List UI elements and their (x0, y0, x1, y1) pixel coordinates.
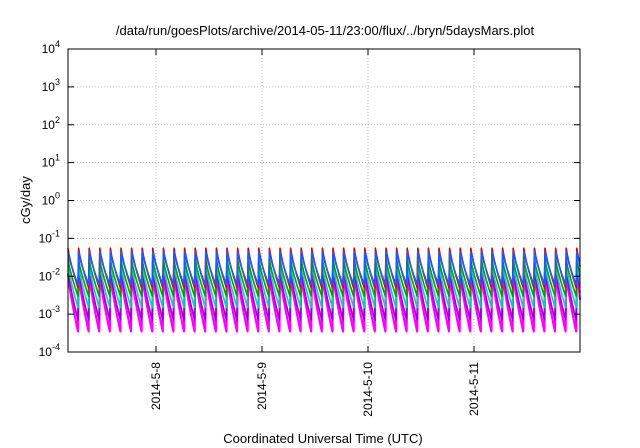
y-tick-base: 10 (42, 80, 56, 94)
y-tick-base: 10 (42, 42, 56, 56)
y-tick-label: 100 (42, 191, 60, 208)
x-tick-labels: 2014-5-8 2014-5-9 2014-5-10 2014-5-11 (149, 362, 481, 417)
y-tick-exponent: 2 (55, 115, 60, 125)
y-tick-label: 101 (42, 153, 60, 170)
y-tick-label: 102 (42, 115, 60, 132)
y-tick-base: 10 (39, 231, 53, 245)
y-tick-base: 10 (39, 269, 53, 283)
y-tick-label: 103 (42, 77, 60, 94)
y-tick-label: 10-1 (39, 228, 60, 245)
y-tick-label: 10-3 (39, 304, 60, 321)
y-tick-exponent: 1 (55, 153, 60, 163)
y-tick-label: 104 (42, 39, 60, 56)
y-tick-base: 10 (42, 194, 56, 208)
y-tick-label: 10-4 (39, 342, 60, 359)
x-axis-label: Coordinated Universal Time (UTC) (223, 431, 422, 446)
y-tick-base: 10 (42, 156, 56, 170)
y-tick-exponent: -3 (52, 304, 60, 314)
x-tick-label: 2014-5-9 (255, 362, 269, 410)
tick-marks (68, 48, 580, 353)
series-line-6 (67, 250, 581, 286)
y-tick-exponent: -1 (52, 228, 60, 238)
y-tick-base: 10 (39, 345, 53, 359)
chart-title: /data/run/goesPlots/archive/2014-05-11/2… (116, 23, 535, 38)
series-layer (66, 247, 582, 333)
y-tick-exponent: 0 (55, 191, 60, 201)
y-tick-exponent: 4 (55, 39, 60, 49)
y-tick-exponent: -4 (52, 342, 60, 352)
y-tick-label: 10-2 (39, 266, 60, 283)
series-line-4 (67, 258, 581, 297)
x-tick-label: 2014-5-8 (149, 362, 163, 410)
y-tick-exponent: 3 (55, 77, 60, 87)
y-axis-label: cGy/day (18, 176, 33, 224)
y-tick-base: 10 (42, 118, 56, 132)
x-tick-label: 2014-5-10 (361, 362, 375, 417)
y-tick-base: 10 (39, 307, 53, 321)
y-tick-exponent: -2 (52, 266, 60, 276)
x-tick-label: 2014-5-11 (467, 362, 481, 416)
